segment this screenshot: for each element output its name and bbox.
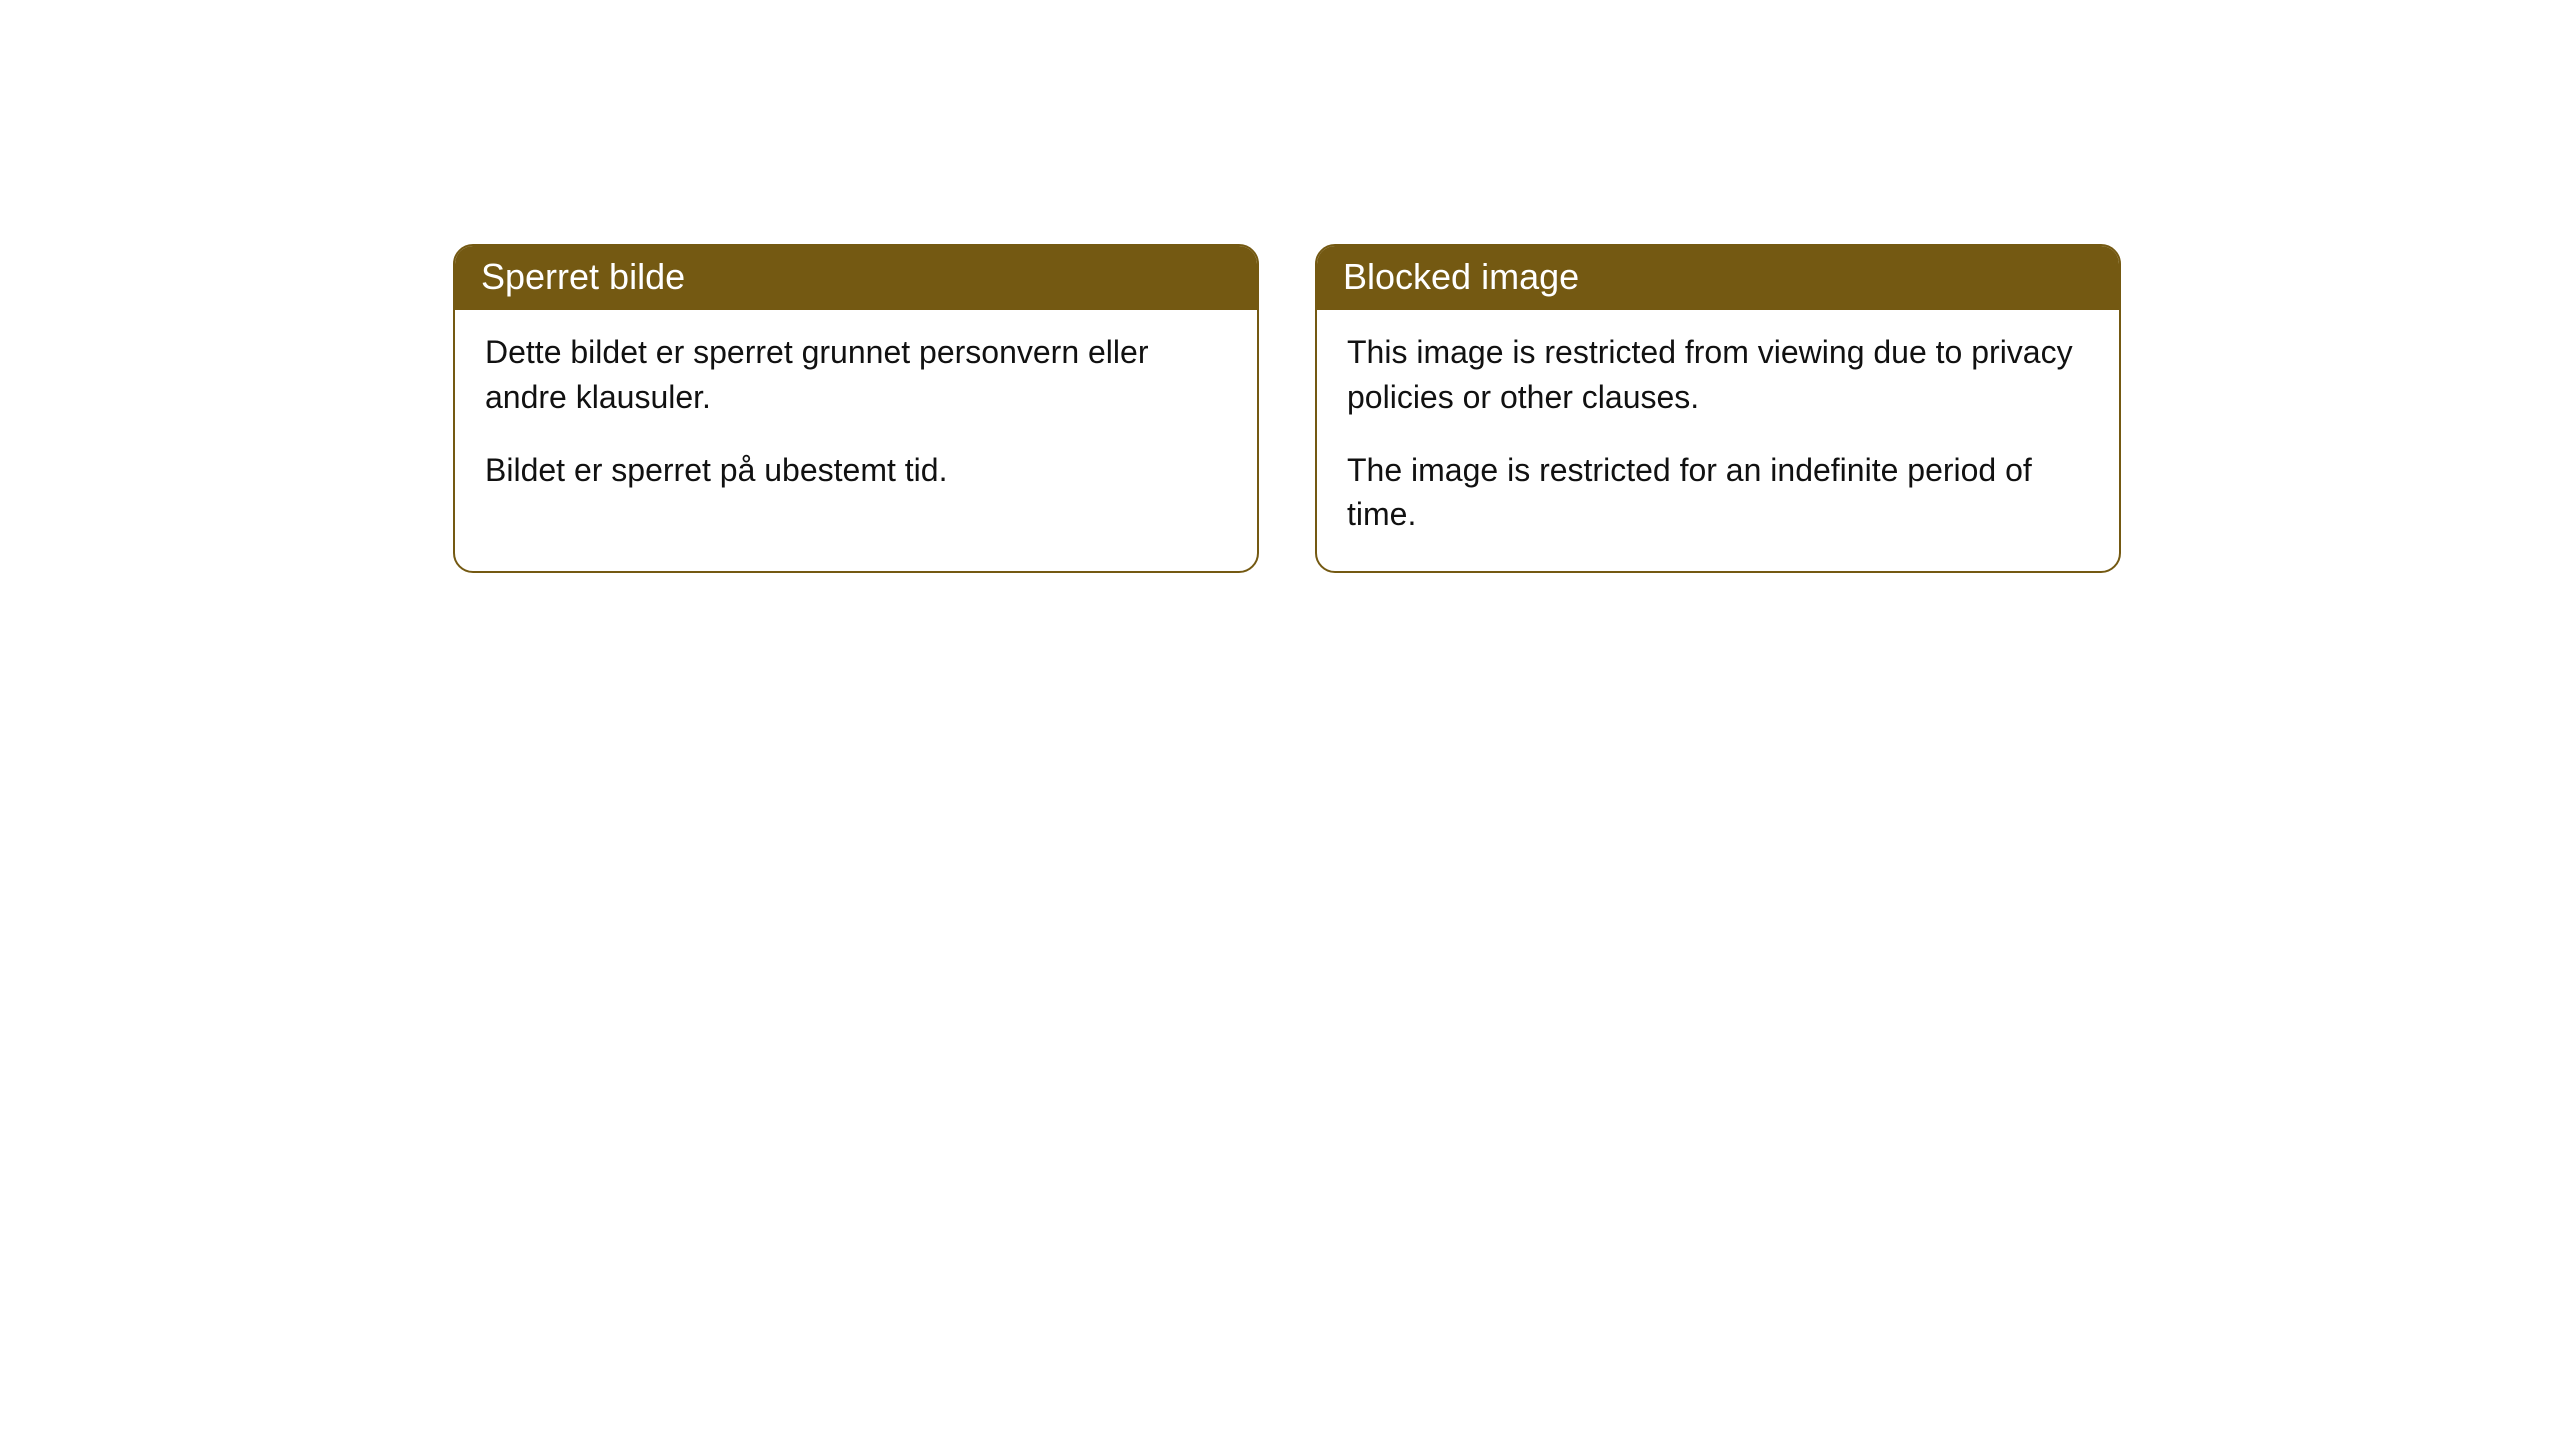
card-header-english: Blocked image <box>1317 246 2119 310</box>
card-norwegian: Sperret bilde Dette bildet er sperret gr… <box>453 244 1259 573</box>
card-header-norwegian: Sperret bilde <box>455 246 1257 310</box>
card-title: Sperret bilde <box>481 256 685 297</box>
card-english: Blocked image This image is restricted f… <box>1315 244 2121 573</box>
cards-container: Sperret bilde Dette bildet er sperret gr… <box>453 244 2121 573</box>
card-paragraph: The image is restricted for an indefinit… <box>1347 448 2089 538</box>
card-body-norwegian: Dette bildet er sperret grunnet personve… <box>455 310 1257 526</box>
card-body-english: This image is restricted from viewing du… <box>1317 310 2119 571</box>
card-paragraph: Bildet er sperret på ubestemt tid. <box>485 448 1227 493</box>
card-paragraph: This image is restricted from viewing du… <box>1347 330 2089 420</box>
card-title: Blocked image <box>1343 256 1579 297</box>
card-paragraph: Dette bildet er sperret grunnet personve… <box>485 330 1227 420</box>
